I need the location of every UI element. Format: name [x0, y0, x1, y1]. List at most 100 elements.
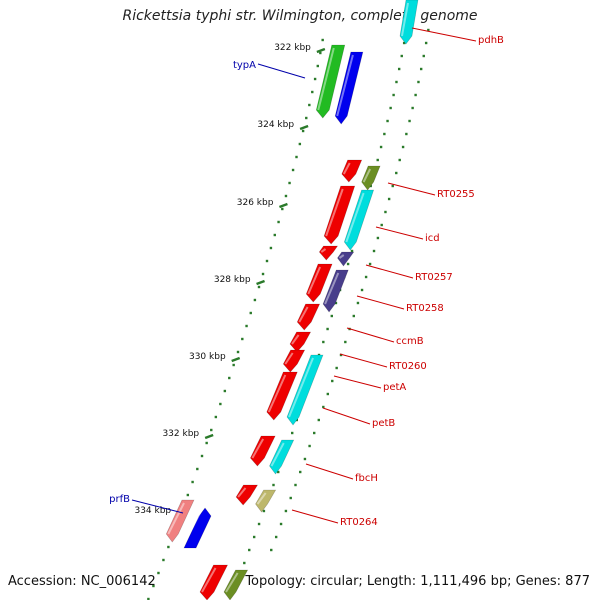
inner-ring-dot — [402, 41, 406, 45]
ruler-dot — [265, 259, 269, 263]
gene-petB — [286, 354, 324, 426]
outer-ring-dot — [411, 106, 414, 110]
ruler-dot — [308, 103, 311, 107]
gene-prfB — [183, 507, 212, 549]
gene-label-prfb: prfB — [109, 494, 130, 505]
gene-label-rt0260: RT0260 — [389, 361, 427, 372]
inner-ring-dot — [326, 327, 329, 331]
gene-RT0258-shine — [324, 272, 340, 305]
gene-label-rt0258: RT0258 — [406, 303, 444, 314]
gene-RT0264-shine — [256, 492, 267, 505]
gene-red-shine — [342, 162, 351, 175]
ruler-dot — [301, 129, 305, 133]
gene-label-peta: petA — [383, 382, 406, 393]
accession-label: Accession: NC_006142 — [8, 574, 156, 589]
label-leader — [257, 63, 306, 79]
outer-ring-dot — [427, 28, 430, 32]
outer-ring-dot — [372, 249, 376, 253]
gene-red-shine — [325, 188, 344, 237]
gene-red — [318, 245, 339, 261]
gene-fbcH — [269, 439, 295, 475]
ruler-dot — [167, 545, 170, 549]
outer-ring-dot — [331, 379, 334, 383]
gene-red — [341, 159, 363, 183]
ruler-dot — [186, 493, 190, 497]
outer-ring-dot — [274, 535, 278, 539]
outer-ring-dot — [356, 301, 360, 305]
ruler-dot — [157, 571, 160, 575]
inner-ring-dot — [389, 106, 392, 110]
outer-ring-dot — [270, 548, 273, 552]
gene-icd-shine — [345, 192, 365, 243]
label-leader — [339, 353, 388, 368]
gene-red — [235, 484, 259, 506]
gene-red-shine — [267, 374, 287, 413]
gene-RT0264 — [255, 489, 277, 513]
gene-pink-shine — [167, 502, 185, 535]
inner-ring-dot — [243, 561, 246, 565]
gene-red-shine — [298, 306, 309, 323]
ruler-dot — [291, 168, 295, 172]
outer-ring-dot — [313, 431, 316, 435]
label-leader — [365, 264, 414, 279]
tick-label: 324 kbp — [257, 120, 294, 130]
tick-mark — [204, 433, 214, 440]
ruler-dot — [273, 233, 276, 237]
label-leader — [333, 375, 382, 389]
ruler-dot — [147, 597, 150, 600]
label-leader — [346, 327, 395, 343]
outer-ring-dot — [322, 405, 325, 409]
outer-ring-dot — [299, 470, 302, 474]
outer-ring-dot — [339, 353, 343, 357]
ruler-dot — [236, 350, 240, 354]
inner-ring-dot — [252, 535, 256, 539]
ruler-dot — [316, 64, 319, 68]
gene-typA-shine — [317, 47, 335, 111]
ruler-dot — [295, 155, 298, 159]
gene-red — [266, 371, 298, 421]
gene-label-rt0255: RT0255 — [437, 189, 475, 200]
gene-blue-1-shine — [336, 54, 354, 117]
outer-ring-dot — [398, 158, 401, 162]
ruler-dot — [223, 389, 227, 393]
gene-typA — [315, 44, 346, 119]
tick-mark — [231, 356, 241, 363]
label-leader — [322, 407, 371, 425]
ruler-dot — [311, 90, 314, 94]
ruler-dot — [245, 324, 248, 328]
gene-pdhB-shine — [400, 2, 409, 37]
ruler-dot — [200, 454, 204, 458]
gene-prfB-shine — [185, 510, 202, 541]
ruler-dot — [288, 181, 291, 185]
gene-red — [323, 185, 356, 245]
gene-label-icd: icd — [425, 233, 440, 244]
outer-ring-dot — [387, 197, 391, 201]
gene-red-shine — [251, 438, 265, 459]
outer-ring-dot — [344, 340, 347, 344]
outer-ring-dot — [294, 483, 297, 487]
label-leader — [411, 27, 477, 42]
gene-olive-2 — [223, 569, 249, 600]
tick-mark — [299, 124, 309, 131]
inner-ring-dot — [346, 262, 350, 266]
outer-ring-dot — [360, 288, 364, 292]
outer-ring-dot — [303, 457, 307, 461]
gene-pdhB — [399, 0, 419, 45]
outer-ring-dot — [335, 366, 338, 370]
outer-ring-dot — [289, 496, 292, 500]
outer-ring-dot — [401, 145, 405, 149]
outer-ring-dot — [417, 80, 420, 84]
tick-label: 330 kbp — [189, 352, 226, 362]
ruler-dot — [196, 467, 199, 471]
inner-ring-dot — [395, 80, 398, 84]
gene-fbcH-shine — [270, 442, 285, 467]
inner-ring-dot — [376, 158, 379, 162]
gene-blue-1 — [334, 51, 364, 125]
outer-ring-dot — [308, 444, 311, 448]
outer-ring-dot — [395, 171, 398, 175]
outer-ring-dot — [317, 418, 320, 422]
gene-red-shine — [291, 334, 300, 345]
gene-red — [282, 349, 306, 373]
ruler-dot — [319, 51, 322, 55]
